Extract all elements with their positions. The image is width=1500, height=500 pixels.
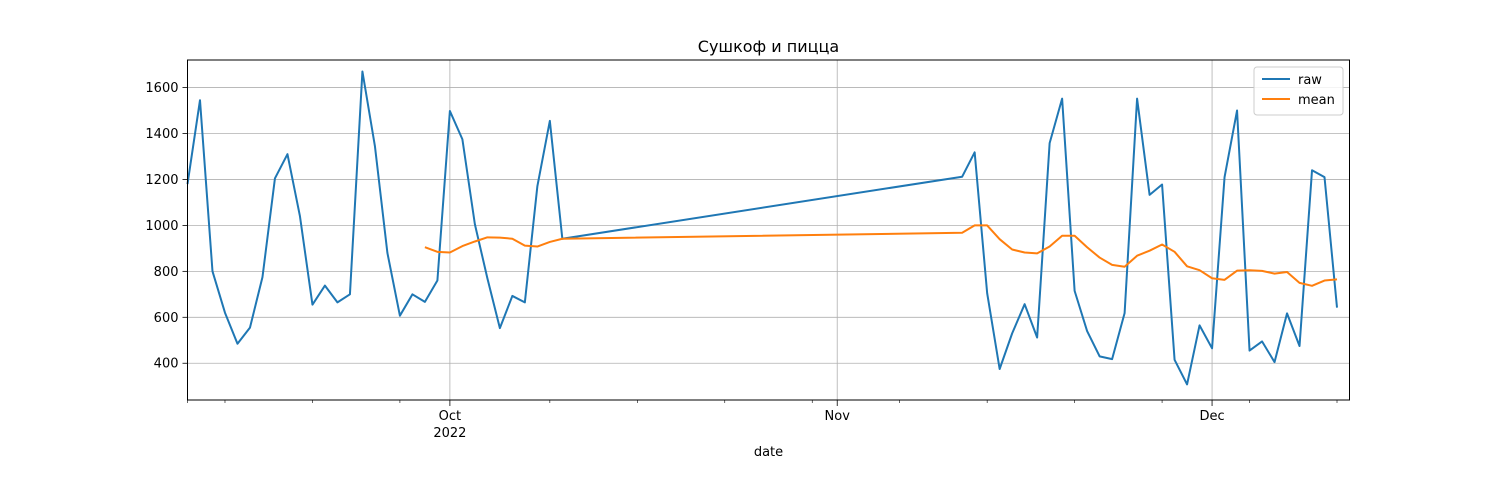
x-axis: Oct 2022 Nov Dec <box>187 400 1338 441</box>
series-line-mean <box>424 224 1338 287</box>
grid-lines <box>187 60 1350 400</box>
y-axis: 400 600 800 1000 1200 1400 1600 <box>145 81 188 372</box>
x-tick-label: Oct <box>439 409 461 424</box>
y-tick-label: 600 <box>154 311 179 326</box>
y-tick-label: 400 <box>154 357 179 372</box>
y-tick-label: 1400 <box>145 127 178 142</box>
y-tick-label: 1600 <box>145 81 178 96</box>
y-tick-label: 1200 <box>145 173 178 188</box>
y-tick-label: 800 <box>154 265 179 280</box>
x-tick-sublabel: 2022 <box>433 426 466 441</box>
legend-label-mean: mean <box>1298 93 1335 108</box>
series-lines <box>186 70 1339 386</box>
legend: raw mean <box>1253 66 1344 116</box>
chart-title: Сушкоф и пицца <box>698 37 839 56</box>
x-tick-label: Nov <box>825 409 851 424</box>
legend-label-raw: raw <box>1298 73 1322 88</box>
series-line-raw <box>186 70 1339 386</box>
plot-frame <box>187 59 1350 401</box>
x-axis-label: date <box>754 445 783 460</box>
y-tick-label: 1000 <box>145 219 178 234</box>
x-tick-label: Dec <box>1199 409 1224 424</box>
